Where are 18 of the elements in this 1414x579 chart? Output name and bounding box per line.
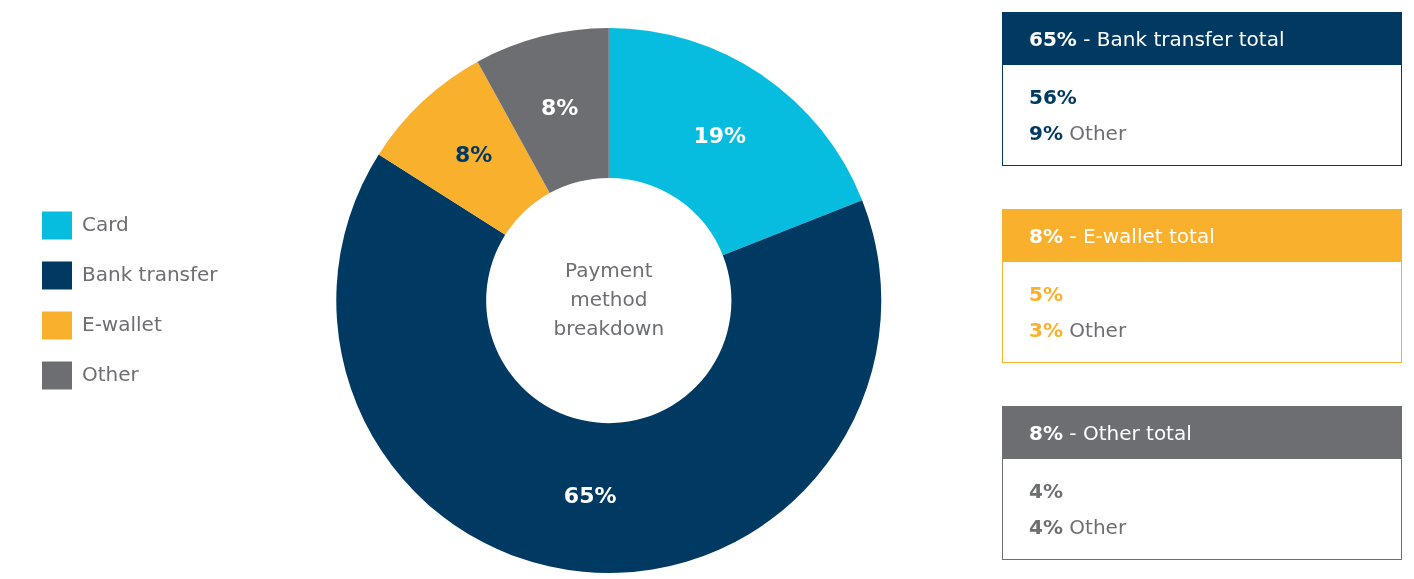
data-label: 65%	[563, 482, 617, 508]
text: 8% - Other total	[1003, 407, 1401, 459]
text: 8% - E-wallet total	[1003, 210, 1401, 262]
legend-label: Card	[82, 211, 129, 236]
text: 5%	[1029, 282, 1063, 306]
text: 56%	[1029, 85, 1077, 109]
data-label: 8%	[540, 94, 579, 120]
text: 3% Other	[1028, 317, 1128, 344]
legend-label: E-wallet	[82, 311, 162, 336]
data-label: 19%	[693, 122, 747, 148]
text: 4% Other	[1028, 514, 1128, 541]
text: 4%	[1029, 479, 1063, 503]
text: 65% - Bank transfer total	[1003, 13, 1401, 65]
text: 9% Other	[1028, 120, 1128, 147]
legend-label: Bank transfer	[82, 261, 219, 286]
data-label: 8%	[454, 142, 493, 168]
legend-label: Other	[82, 361, 140, 386]
text: Payment method breakdown	[553, 257, 665, 340]
